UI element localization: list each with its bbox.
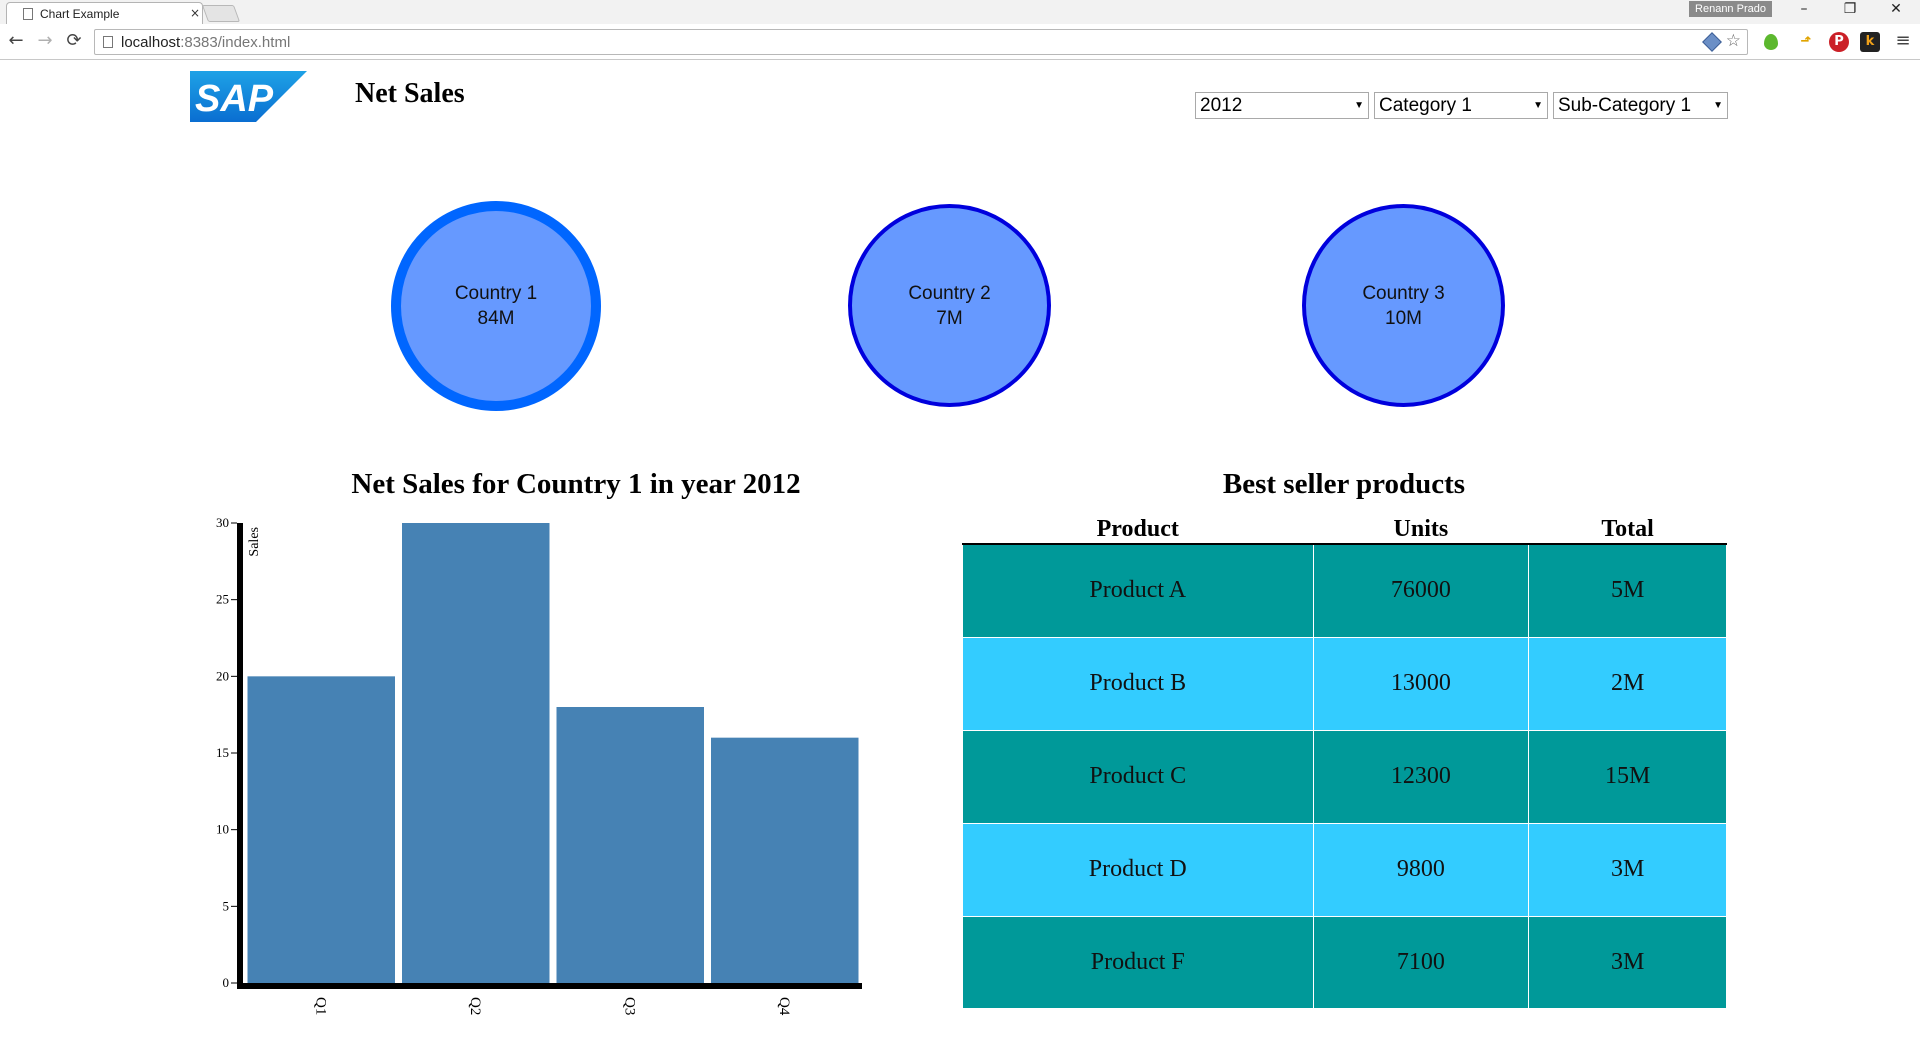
tab-title: Chart Example <box>40 7 120 21</box>
page-title: Net Sales <box>355 78 465 109</box>
browser-tab[interactable]: Chart Example × <box>6 2 203 24</box>
x-tick-label: Q2 <box>467 997 483 1015</box>
url-text[interactable]: localhost:8383/index.html <box>121 34 290 51</box>
country-1-circle[interactable]: Country 1 84M <box>391 201 601 411</box>
category-select[interactable]: Category 1 ▼ <box>1374 92 1548 119</box>
column-header-product: Product <box>962 515 1314 545</box>
forward-button[interactable]: → <box>37 30 53 51</box>
country-name: Country 3 <box>1362 282 1445 304</box>
year-select[interactable]: 2012 ▼ <box>1195 92 1369 119</box>
table-row: Product D 9800 3M <box>962 822 1727 917</box>
country-sales: 10M <box>1385 307 1422 329</box>
table-row: Product A 76000 5M <box>962 543 1727 638</box>
x-axis-line <box>237 983 862 989</box>
chart-title: Net Sales for Country 1 in year 2012 <box>351 468 801 500</box>
country-sales: 7M <box>936 307 963 329</box>
bar-q1 <box>247 676 395 983</box>
reload-button[interactable]: ⟳ <box>66 30 82 51</box>
units-cell: 12300 <box>1312 729 1530 824</box>
url-path: :8383/index.html <box>180 34 291 51</box>
browser-titlebar: Chart Example × Renann Prado – ❐ ✕ <box>0 0 1920 24</box>
restore-window-button[interactable]: ❐ <box>1843 1 1857 17</box>
table-row: Product B 13000 2M <box>962 636 1727 731</box>
y-tick-label: 10 <box>216 822 229 837</box>
y-tick-label: 30 <box>216 515 229 530</box>
y-tick-label: 15 <box>216 745 229 760</box>
new-tab-button[interactable] <box>201 5 241 22</box>
table-title: Best seller products <box>1222 468 1466 500</box>
dropdown-arrow-icon: ▼ <box>1354 100 1364 111</box>
total-cell: 5M <box>1528 543 1727 638</box>
browser-menu-icon[interactable]: ≡ <box>1895 30 1911 51</box>
x-tick-label: Q3 <box>621 997 637 1015</box>
total-cell: 2M <box>1528 636 1727 731</box>
table-header-row: Product Units Total <box>962 515 1727 545</box>
total-cell: 3M <box>1528 822 1727 917</box>
arrow-extension-icon[interactable]: ⬏ <box>1800 34 1812 49</box>
profile-badge[interactable]: Renann Prado <box>1689 1 1772 17</box>
minimize-window-button[interactable]: – <box>1800 1 1808 17</box>
units-cell: 13000 <box>1312 636 1530 731</box>
product-cell: Product D <box>962 822 1314 917</box>
total-cell: 3M <box>1528 915 1727 1009</box>
y-tick-label: 5 <box>223 898 230 913</box>
country-name: Country 2 <box>908 282 991 304</box>
units-cell: 9800 <box>1312 822 1530 917</box>
category-select-value: Category 1 <box>1379 95 1472 116</box>
k-extension-icon[interactable]: k <box>1860 32 1880 52</box>
product-cell: Product C <box>962 729 1314 824</box>
y-tick-label: 0 <box>223 975 230 990</box>
country-name: Country 1 <box>454 283 538 304</box>
bookmark-star-icon[interactable]: ☆ <box>1725 31 1741 51</box>
address-bar[interactable]: localhost:8383/index.html ☆ <box>94 29 1748 55</box>
browser-toolbar: ← → ⟳ localhost:8383/index.html ☆ ⬏ P k … <box>0 24 1920 60</box>
y-tick-label: 20 <box>216 668 229 683</box>
year-select-value: 2012 <box>1200 95 1243 116</box>
column-header-units: Units <box>1313 515 1529 545</box>
pinterest-extension-icon[interactable]: P <box>1829 32 1849 52</box>
shield-extension-icon[interactable] <box>1702 32 1722 52</box>
total-cell: 15M <box>1528 729 1727 824</box>
bar-q4 <box>711 737 859 983</box>
sap-logo: SAP <box>190 71 307 122</box>
bar-chart: 0 5 10 15 20 25 30 Sales Q1 Q2 Q3 Q4 <box>216 515 862 1016</box>
close-window-button[interactable]: ✕ <box>1890 1 1902 17</box>
dropdown-arrow-icon: ▼ <box>1533 100 1543 111</box>
dropdown-arrow-icon: ▼ <box>1713 100 1723 111</box>
close-tab-icon[interactable]: × <box>190 6 201 20</box>
subcategory-select-value: Sub-Category 1 <box>1558 95 1692 116</box>
page-icon <box>23 8 33 20</box>
y-tick-label: 25 <box>216 592 229 607</box>
url-host: localhost <box>121 34 181 51</box>
country-2-circle[interactable]: Country 2 7M <box>848 204 1051 407</box>
table-row: Product F 7100 3M <box>962 915 1727 1009</box>
x-tick-label: Q1 <box>312 997 328 1015</box>
table-row: Product C 12300 15M <box>962 729 1727 824</box>
x-tick-label: Q4 <box>776 997 792 1016</box>
bar-q2 <box>402 523 550 983</box>
y-axis-line <box>237 523 243 989</box>
country-3-circle[interactable]: Country 3 10M <box>1302 204 1505 407</box>
sap-logo-text: SAP <box>195 78 274 120</box>
units-cell: 76000 <box>1312 543 1530 638</box>
product-cell: Product F <box>962 915 1314 1009</box>
back-button[interactable]: ← <box>8 30 24 51</box>
products-table: Product Units Total Product A 76000 5M P… <box>962 515 1727 1009</box>
page-icon <box>103 36 113 48</box>
product-cell: Product B <box>962 636 1314 731</box>
subcategory-select[interactable]: Sub-Category 1 ▼ <box>1553 92 1728 119</box>
bar-q3 <box>556 707 704 983</box>
y-axis-label: Sales <box>247 527 262 557</box>
product-cell: Product A <box>962 543 1314 638</box>
column-header-total: Total <box>1528 515 1727 545</box>
country-sales: 84M <box>477 308 515 329</box>
units-cell: 7100 <box>1312 915 1530 1009</box>
evernote-extension-icon[interactable] <box>1764 34 1778 50</box>
